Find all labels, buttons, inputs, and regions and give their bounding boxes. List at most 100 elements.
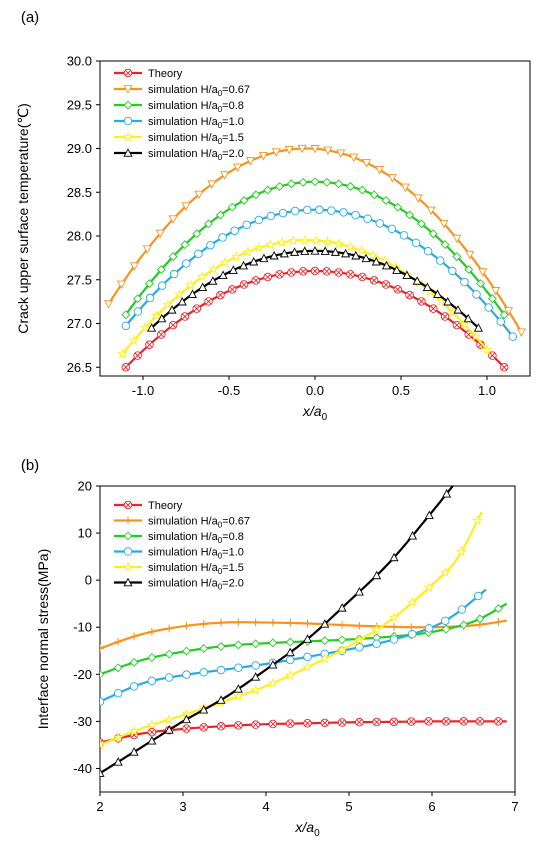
data-point xyxy=(481,344,493,355)
data-point xyxy=(372,570,382,580)
data-point xyxy=(465,250,475,260)
data-point xyxy=(173,288,185,300)
data-point xyxy=(319,652,331,664)
data-point xyxy=(367,249,379,261)
legend-entry-name: simulation H/a xyxy=(148,84,219,96)
data-point xyxy=(182,259,191,268)
data-point xyxy=(496,317,505,326)
data-point xyxy=(155,229,165,239)
y-tick-label: 0 xyxy=(85,573,92,588)
data-point xyxy=(206,240,215,250)
data-point xyxy=(473,323,483,332)
data-point xyxy=(299,234,311,246)
data-point xyxy=(354,586,364,596)
legend-entry-tail: =1.5 xyxy=(222,132,244,144)
data-point xyxy=(378,255,390,266)
data-point-cross xyxy=(300,268,307,275)
data-point xyxy=(234,663,243,673)
data-point xyxy=(242,220,251,230)
legend-entry-sub: 0 xyxy=(218,105,223,114)
legend-entry: simulation H/a0=0.67 xyxy=(148,84,250,98)
data-point-cross xyxy=(288,269,295,276)
data-point xyxy=(192,229,202,239)
legend-entry: simulation H/a0=2.0 xyxy=(148,578,244,592)
data-point xyxy=(251,618,260,627)
data-point xyxy=(129,682,139,691)
data-point xyxy=(443,296,453,306)
x-axis-title-main: x/a xyxy=(302,403,322,419)
data-point xyxy=(413,194,423,203)
data-point xyxy=(353,634,365,645)
data-point-cross xyxy=(371,277,378,284)
data-point xyxy=(310,177,320,187)
data-point xyxy=(455,545,467,557)
data-point-cross xyxy=(182,313,188,320)
data-point xyxy=(484,303,493,312)
y-axis-title: Crack upper surface temperature(℃) xyxy=(15,103,31,333)
legend-entry-name: simulation H/a xyxy=(148,116,219,128)
data-point xyxy=(351,250,361,260)
data-point xyxy=(254,215,264,225)
legend-swatch-marker xyxy=(123,100,133,110)
x-tick-label: 7 xyxy=(511,799,518,814)
data-point-cross xyxy=(183,725,190,732)
legend-entry-name: simulation H/a xyxy=(148,132,219,144)
data-point xyxy=(310,145,320,154)
data-point xyxy=(113,688,123,698)
data-point xyxy=(423,581,435,593)
series-3 xyxy=(121,205,518,341)
data-point xyxy=(145,279,154,289)
data-point-cross xyxy=(489,352,496,359)
data-point-cross xyxy=(408,718,415,725)
y-tick-label: 28.5 xyxy=(67,185,92,200)
data-point xyxy=(400,183,410,193)
data-point xyxy=(475,614,485,624)
y-tick-label: 29.5 xyxy=(67,97,92,112)
data-point xyxy=(163,713,175,725)
data-point xyxy=(182,670,191,679)
data-point xyxy=(494,618,503,626)
data-point xyxy=(239,196,249,205)
data-point xyxy=(230,226,239,235)
data-point xyxy=(113,663,123,673)
data-point xyxy=(412,276,422,285)
data-point xyxy=(362,159,372,168)
data-point-cross xyxy=(304,720,311,727)
legend-swatch-marker xyxy=(123,85,133,94)
data-point xyxy=(336,644,348,655)
data-point-cross xyxy=(442,313,448,320)
data-point xyxy=(287,235,299,246)
data-point-cross xyxy=(430,305,437,312)
y-tick-label: 27.5 xyxy=(67,272,92,287)
data-point xyxy=(196,271,208,282)
x-axis-title-main: x/a xyxy=(294,819,314,835)
data-point-cross xyxy=(394,286,401,293)
data-point xyxy=(147,735,157,745)
data-point xyxy=(432,289,443,298)
data-point xyxy=(113,757,123,766)
data-point xyxy=(387,174,397,183)
data-point xyxy=(199,667,208,677)
legend-swatch-marker xyxy=(122,561,134,572)
legend-entry-tail: =1.0 xyxy=(222,547,244,559)
data-point-cross xyxy=(495,718,502,725)
y-tick-label: 20 xyxy=(78,479,92,494)
data-point-cross xyxy=(122,364,129,371)
data-point xyxy=(249,256,259,266)
plot-frame xyxy=(99,485,516,793)
data-point xyxy=(177,296,187,306)
data-point xyxy=(199,644,209,653)
data-point xyxy=(263,185,273,195)
x-tick-label: -0.5 xyxy=(218,383,240,398)
data-point xyxy=(276,236,288,248)
data-point xyxy=(129,747,139,756)
data-point xyxy=(453,305,463,314)
data-point-cross xyxy=(453,322,460,329)
data-point xyxy=(369,190,379,200)
data-point xyxy=(269,250,279,260)
data-point xyxy=(164,673,174,682)
y-tick-label: 29.0 xyxy=(67,141,92,156)
data-point xyxy=(439,566,452,578)
data-point xyxy=(286,619,295,627)
